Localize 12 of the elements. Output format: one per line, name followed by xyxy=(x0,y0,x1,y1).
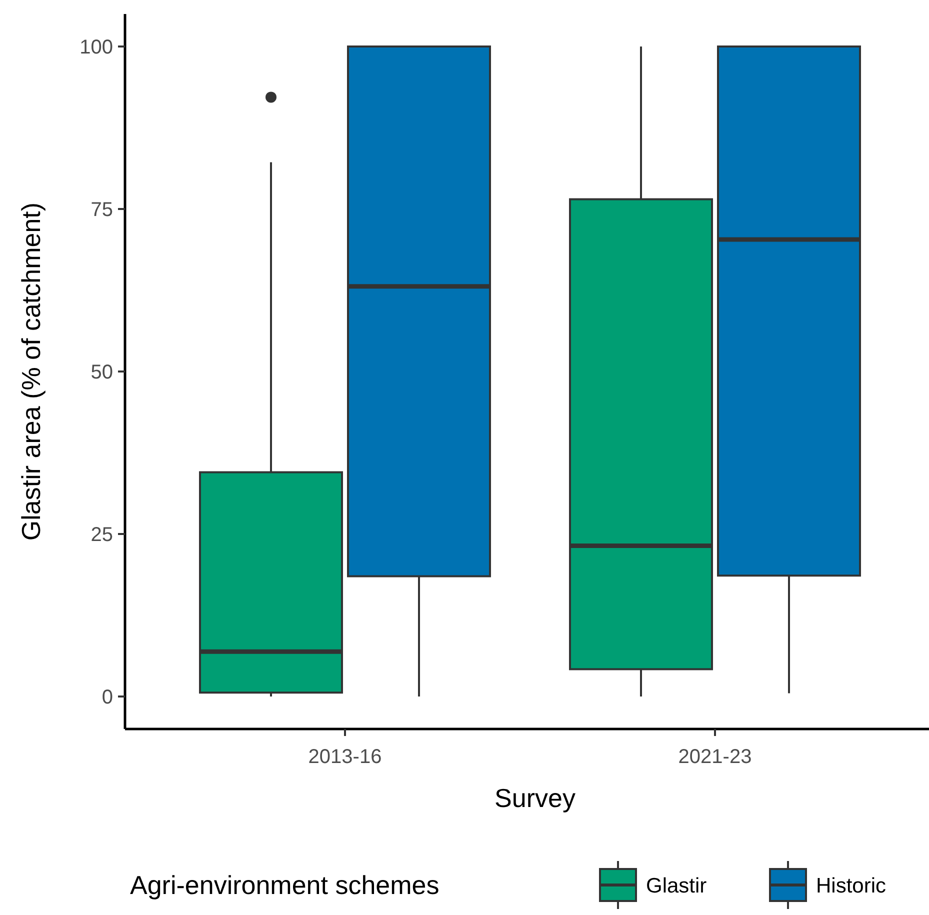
y-tick-label: 100 xyxy=(80,36,113,58)
y-tick-label: 50 xyxy=(90,362,113,384)
y-tick-label: 75 xyxy=(90,199,113,221)
y-tick-label: 0 xyxy=(102,686,113,708)
legend-label: Historic xyxy=(816,874,886,898)
legend-title: Agri-environment schemes xyxy=(130,870,440,900)
y-axis-title: Glastir area (% of catchment) xyxy=(16,202,46,541)
x-tick-label: 2013-16 xyxy=(308,746,382,768)
legend-label: Glastir xyxy=(646,874,707,898)
y-tick-label: 25 xyxy=(90,524,113,546)
x-axis-title: Survey xyxy=(494,783,576,813)
x-tick-label: 2021-23 xyxy=(678,746,752,768)
